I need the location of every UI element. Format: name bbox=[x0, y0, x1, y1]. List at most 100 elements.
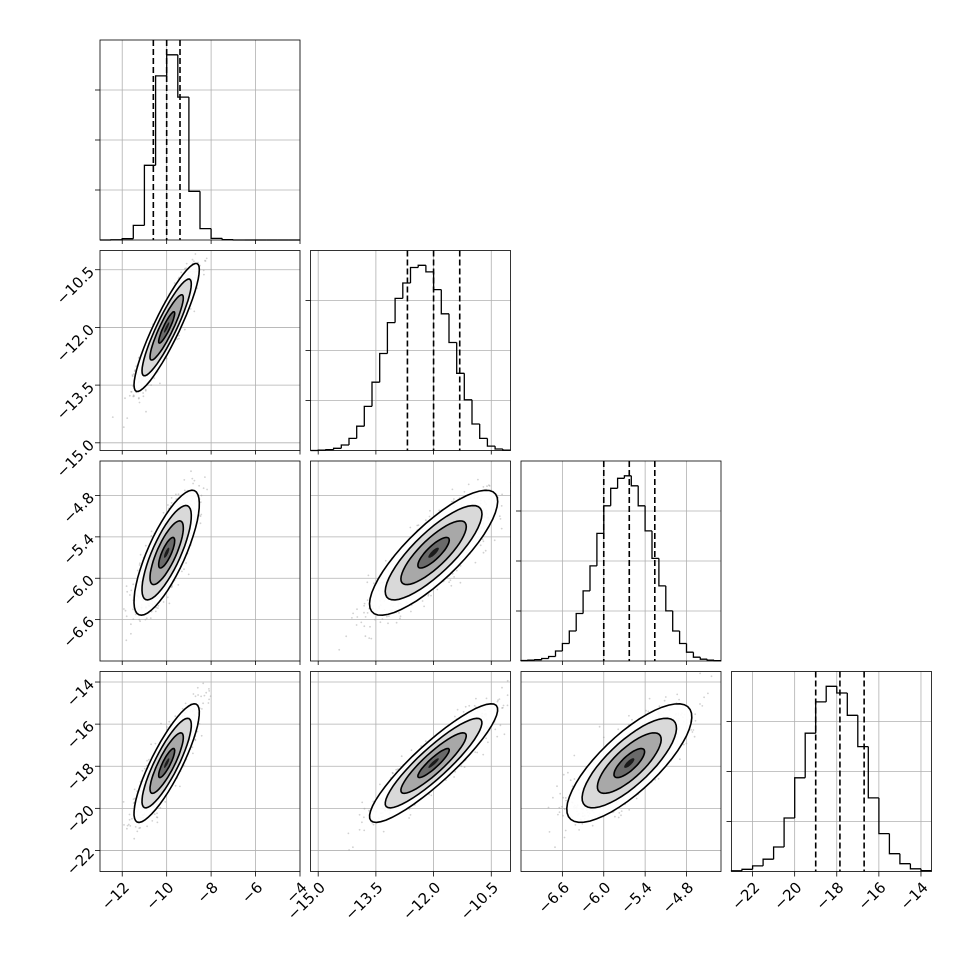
scatter-point bbox=[501, 494, 503, 496]
scatter-point bbox=[188, 574, 190, 576]
scatter-point bbox=[190, 308, 192, 310]
scatter-point bbox=[178, 338, 180, 340]
scatter-point bbox=[452, 489, 454, 491]
scatter-point bbox=[204, 260, 206, 262]
scatter-point bbox=[203, 274, 205, 276]
scatter-point bbox=[123, 824, 125, 826]
scatter-point bbox=[130, 590, 132, 592]
scatter-point bbox=[456, 570, 458, 572]
scatter-point bbox=[174, 282, 176, 284]
scatter-point bbox=[133, 395, 135, 397]
scatter-point bbox=[150, 617, 152, 619]
scatter-point bbox=[183, 568, 185, 570]
scatter-point bbox=[399, 618, 401, 620]
scatter-point bbox=[146, 617, 148, 619]
scatter-point bbox=[364, 603, 366, 605]
scatter-point bbox=[352, 613, 354, 615]
scatter-point bbox=[132, 375, 134, 377]
scatter-point bbox=[201, 495, 203, 497]
scatter-point bbox=[183, 479, 185, 481]
scatter-point bbox=[429, 510, 431, 512]
scatter-point bbox=[192, 259, 194, 261]
scatter-point bbox=[126, 417, 128, 419]
scatter-point bbox=[129, 594, 131, 596]
scatter-point bbox=[171, 502, 173, 504]
scatter-point bbox=[193, 693, 195, 695]
scatter-point bbox=[345, 635, 347, 637]
panel-frame bbox=[100, 461, 300, 661]
scatter-point bbox=[181, 571, 183, 573]
scatter-point bbox=[194, 480, 196, 482]
scatter-point bbox=[453, 498, 455, 500]
panel-content bbox=[123, 683, 212, 840]
scatter-point bbox=[167, 504, 169, 506]
panel-1-0 bbox=[100, 241, 300, 451]
scatter-point bbox=[494, 539, 496, 541]
scatter-point bbox=[163, 601, 165, 603]
scatter-point bbox=[464, 491, 466, 493]
scatter-point bbox=[382, 618, 384, 620]
scatter-point bbox=[198, 485, 200, 487]
scatter-point bbox=[139, 402, 141, 404]
scatter-point bbox=[132, 608, 134, 610]
scatter-point bbox=[124, 397, 126, 399]
scatter-point bbox=[123, 801, 125, 803]
scatter-point bbox=[367, 612, 369, 614]
scatter-point bbox=[204, 476, 206, 478]
scatter-point bbox=[409, 527, 411, 529]
scatter-point bbox=[483, 540, 485, 542]
panel-content bbox=[338, 478, 520, 650]
scatter-point bbox=[123, 608, 125, 610]
scatter-point bbox=[460, 582, 462, 584]
scatter-point bbox=[185, 267, 187, 269]
scatter-point bbox=[132, 583, 134, 585]
scatter-point bbox=[138, 398, 140, 400]
panel-content bbox=[112, 241, 210, 429]
scatter-point bbox=[166, 358, 168, 360]
scatter-point bbox=[203, 487, 205, 489]
panel-3-0 bbox=[100, 672, 300, 872]
scatter-point bbox=[396, 622, 398, 624]
scatter-point bbox=[418, 524, 420, 526]
scatter-point bbox=[185, 562, 187, 564]
scatter-point bbox=[200, 501, 202, 503]
scatter-point bbox=[203, 270, 205, 272]
scatter-point bbox=[151, 531, 153, 533]
scatter-point bbox=[501, 505, 503, 507]
scatter-point bbox=[356, 624, 358, 626]
scatter-point bbox=[142, 392, 144, 394]
scatter-point bbox=[373, 582, 375, 584]
scatter-point bbox=[369, 626, 371, 628]
scatter-point bbox=[184, 490, 186, 492]
scatter-point bbox=[163, 512, 165, 514]
scatter-point bbox=[169, 603, 171, 605]
scatter-point bbox=[143, 395, 145, 397]
scatter-point bbox=[436, 589, 438, 591]
scatter-point bbox=[429, 516, 431, 518]
scatter-point bbox=[167, 596, 169, 598]
scatter-point bbox=[192, 483, 194, 485]
scatter-point bbox=[178, 335, 180, 337]
scatter-point bbox=[489, 485, 491, 487]
scatter-point bbox=[145, 389, 147, 391]
scatter-point bbox=[500, 518, 502, 520]
scatter-point bbox=[135, 826, 137, 828]
scatter-point bbox=[133, 373, 135, 375]
scatter-point bbox=[363, 605, 365, 607]
scatter-point bbox=[380, 621, 382, 623]
scatter-point bbox=[483, 486, 485, 488]
panel-2-1 bbox=[311, 461, 520, 661]
scatter-point bbox=[387, 622, 389, 624]
scatter-point bbox=[193, 311, 195, 313]
scatter-point bbox=[195, 253, 197, 255]
scatter-point bbox=[175, 494, 177, 496]
scatter-point bbox=[125, 639, 127, 641]
scatter-point bbox=[126, 591, 128, 593]
scatter-point bbox=[132, 618, 134, 620]
scatter-point bbox=[450, 585, 452, 587]
scatter-point bbox=[209, 246, 211, 248]
scatter-point bbox=[180, 272, 182, 274]
scatter-point bbox=[193, 260, 195, 262]
scatter-point bbox=[155, 611, 157, 613]
scatter-point bbox=[388, 615, 390, 617]
